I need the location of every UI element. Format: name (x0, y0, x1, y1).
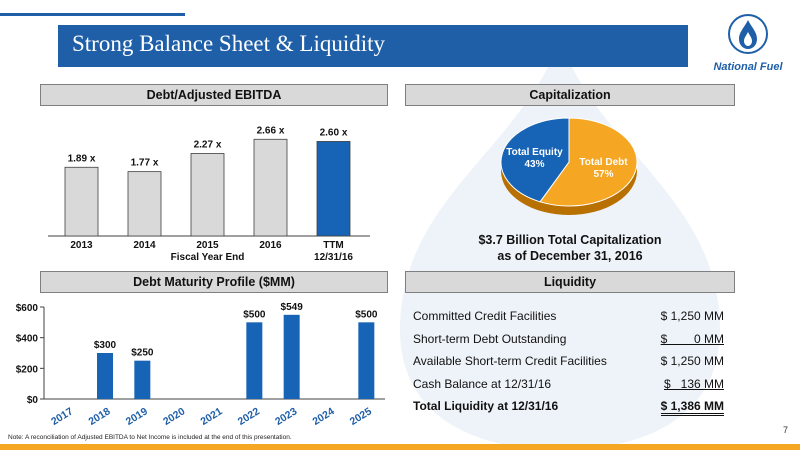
x-tick-sublabel-TTM: 12/31/16 (314, 252, 353, 263)
data-label-2025: $500 (355, 309, 378, 320)
x-tick-label-2019: 2019 (124, 405, 150, 428)
bar-2025 (358, 322, 375, 399)
liquidity-table: Committed Credit Facilities $ 1,250 MM Sho… (413, 309, 728, 422)
x-tick-label-2013: 2013 (70, 240, 93, 251)
pie-value-total-equity: 43% (524, 159, 544, 170)
liquidity-row: Short-term Debt Outstanding $ 0 MM (413, 332, 728, 355)
x-tick-label-2022: 2022 (236, 405, 262, 428)
data-label-2023: $549 (281, 302, 304, 313)
data-label-2014: 1.77 x (131, 158, 159, 169)
liquidity-row: Available Short-term Credit Facilities $ … (413, 354, 728, 377)
liquidity-label: Available Short-term Credit Facilities (413, 354, 607, 368)
x-tick-label-2016: 2016 (259, 240, 282, 251)
liquidity-row: Cash Balance at 12/31/16 $ 136 MM (413, 377, 728, 400)
page-number: 7 (783, 425, 789, 435)
liquidity-label: Total Liquidity at 12/31/16 (413, 399, 559, 413)
logo-text: National Fuel (713, 61, 783, 73)
bar-2019 (134, 360, 151, 399)
top-accent-line (0, 13, 185, 16)
liquidity-value: $ 136 MM (663, 376, 724, 391)
liquidity-label: Short-term Debt Outstanding (413, 331, 567, 346)
y-tick-label-600: $600 (16, 303, 39, 314)
bar-2015 (190, 153, 225, 237)
x-tick-label-2017: 2017 (49, 405, 75, 428)
company-logo: National Fuel (708, 14, 788, 74)
capitalization-caption-line2: as of December 31, 2016 (497, 249, 643, 263)
liquidity-value: $ 1,250 MM (660, 354, 724, 368)
x-tick-label-2021: 2021 (198, 405, 224, 428)
liquidity-row: Committed Credit Facilities $ 1,250 MM (413, 309, 728, 332)
maturity-header: Debt Maturity Profile ($MM) (40, 271, 388, 293)
x-tick-label-2025: 2025 (348, 405, 374, 428)
slide-title: Strong Balance Sheet & Liquidity (72, 31, 386, 56)
pie-value-total-debt: 57% (594, 169, 614, 180)
bar-2014 (127, 171, 162, 237)
bar-2022 (246, 322, 263, 399)
pie-label-total-debt: Total Debt (579, 157, 628, 168)
y-tick-label-400: $400 (16, 334, 39, 345)
title-bar (58, 25, 688, 67)
bar-TTM (316, 141, 351, 237)
data-label-2015: 2.27 x (194, 139, 222, 150)
bar-2013 (64, 166, 99, 237)
data-label-2019: $250 (131, 348, 154, 359)
y-tick-label-0: $0 (27, 395, 39, 406)
x-tick-label-2018: 2018 (86, 405, 112, 428)
maturity-chart: $0 $200 $400 $600 2017 $300 2018 $250 2019 2020 20… (16, 302, 385, 428)
data-label-2022: $500 (243, 309, 266, 320)
capitalization-caption-line1: $3.7 Billion Total Capitalization (478, 233, 662, 247)
y-tick-label-200: $200 (16, 364, 39, 375)
capitalization-caption: $3.7 Billion Total Capitalization as of … (440, 232, 700, 264)
liquidity-value: $ 1,386 MM (660, 399, 724, 416)
pie-slice-total-debt (539, 117, 638, 207)
x-tick-label-2014: 2014 (133, 240, 156, 251)
liquidity-total-row: Total Liquidity at 12/31/16 $ 1,386 MM (413, 399, 728, 422)
liquidity-value: $ 0 MM (660, 331, 724, 346)
debt-ebitda-header: Debt/Adjusted EBITDA (40, 84, 388, 106)
pie-label-total-equity: Total Equity (506, 147, 563, 158)
bar-2018 (97, 353, 113, 399)
data-label-TTM: 2.60 x (320, 127, 348, 138)
bar-2016 (253, 138, 288, 237)
footnote: Note: A reconciliation of Adjusted EBITD… (8, 434, 292, 441)
capitalization-header: Capitalization (405, 84, 735, 106)
bar-2023 (283, 314, 300, 399)
data-label-2016: 2.66 x (257, 125, 285, 136)
x-tick-label-2023: 2023 (273, 405, 299, 428)
liquidity-header: Liquidity (405, 271, 735, 293)
data-label-2018: $300 (94, 340, 117, 351)
x-tick-label-2024: 2024 (310, 405, 336, 428)
x-tick-sublabel-2015: Fiscal Year End (171, 252, 245, 263)
x-tick-label-2015: 2015 (196, 240, 219, 251)
x-tick-label-2020: 2020 (161, 405, 187, 428)
bottom-accent-bar (0, 444, 800, 450)
pie-slice-total-equity (500, 117, 570, 203)
data-label-2013: 1.89 x (68, 153, 96, 164)
flame-icon (728, 14, 768, 54)
liquidity-label: Committed Credit Facilities (413, 309, 557, 323)
liquidity-value: $ 1,250 MM (660, 309, 724, 323)
liquidity-label: Cash Balance at 12/31/16 (413, 376, 552, 391)
x-tick-label-TTM: TTM (323, 240, 344, 251)
